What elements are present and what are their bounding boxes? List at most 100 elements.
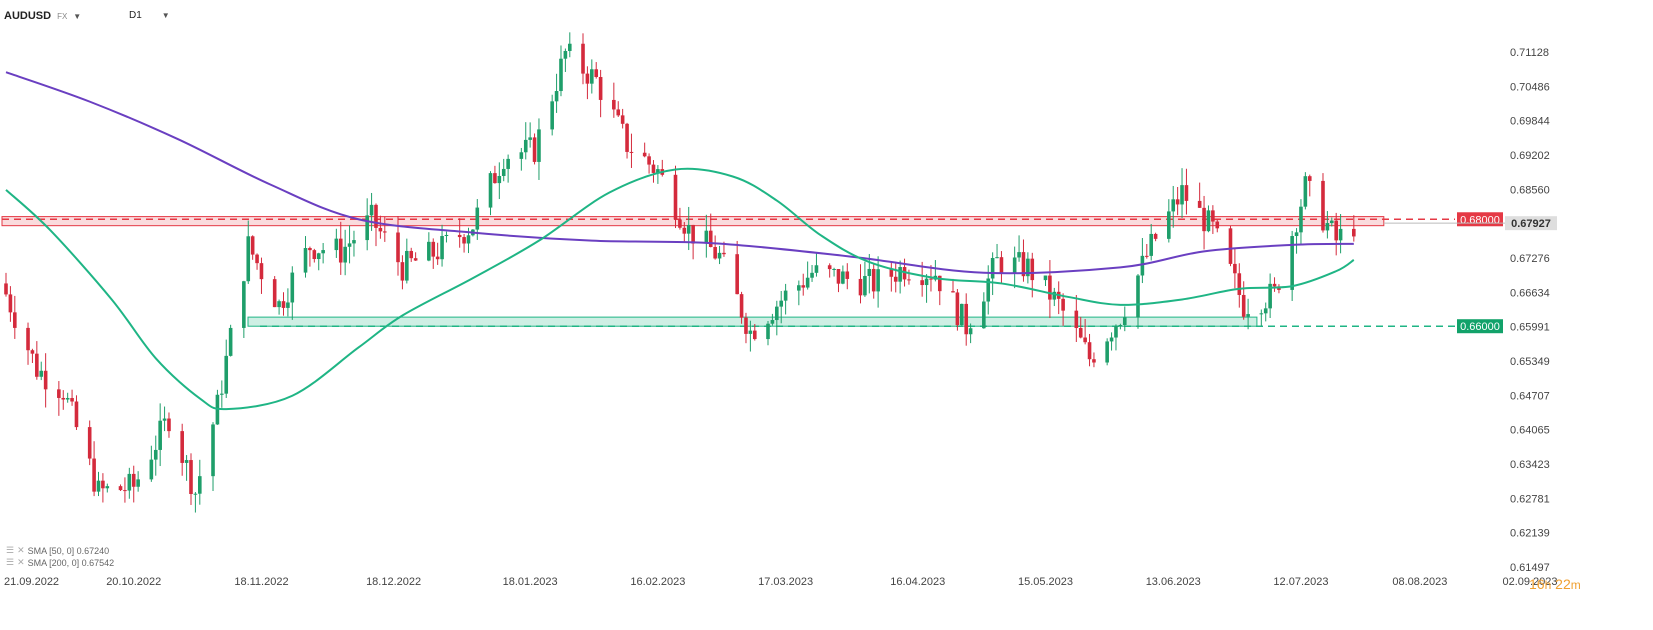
candle-body <box>1352 228 1356 237</box>
candle <box>827 263 832 278</box>
candle-body <box>722 252 726 255</box>
timeframe-selector[interactable]: D1 ▼ <box>129 10 170 21</box>
chevron-down-icon: ▼ <box>73 11 82 21</box>
levels-layer <box>1 216 1455 327</box>
candle-body <box>431 241 436 257</box>
candle <box>1012 246 1017 289</box>
candle <box>1083 318 1087 345</box>
candle <box>316 252 321 271</box>
close-icon[interactable]: ✕ <box>17 557 25 567</box>
candle <box>1206 205 1211 233</box>
time-tick-label: 16.04.2023 <box>890 576 945 588</box>
candle <box>1136 274 1140 329</box>
candle <box>1334 212 1338 256</box>
candles-layer <box>4 32 1356 513</box>
sma200-line <box>5 71 1354 275</box>
candle-body <box>814 265 819 273</box>
candle-body <box>1299 206 1303 233</box>
candle-body <box>1259 313 1264 315</box>
candle-body <box>1149 233 1154 256</box>
candle-body <box>158 420 162 450</box>
candle-body <box>1083 337 1087 343</box>
candle-body <box>968 328 973 335</box>
candle <box>228 324 233 357</box>
candle <box>1052 287 1057 307</box>
candle-body <box>26 327 30 351</box>
candle-body <box>211 424 215 477</box>
candle-body <box>955 292 960 326</box>
indicator-sma50[interactable]: ☰ ✕ SMA [50, 0] 0.67240 <box>6 545 109 556</box>
time-tick-label: 12.07.2023 <box>1273 576 1328 588</box>
candle-body <box>136 479 140 487</box>
indicator-sma50-label: SMA [50, 0] 0.67240 <box>27 545 110 556</box>
time-tick-label: 18.11.2022 <box>234 576 288 588</box>
candle-body <box>440 236 444 260</box>
symbol-label: AUDUSD <box>4 10 52 22</box>
countdown-hours-unit: h <box>1544 578 1552 592</box>
candle-body <box>907 279 911 281</box>
candle <box>744 312 748 344</box>
candle <box>625 122 629 159</box>
candle-body <box>713 246 717 259</box>
candle <box>585 66 590 100</box>
candle <box>215 389 220 425</box>
candle-body <box>554 91 559 102</box>
candle-body <box>228 327 233 356</box>
candle <box>1259 309 1264 326</box>
candle-body <box>316 253 321 260</box>
settings-icon[interactable]: ☰ <box>6 557 15 567</box>
candle-body <box>858 278 863 296</box>
candle <box>409 247 414 262</box>
price-tick-label: 0.62139 <box>1510 528 1550 540</box>
candle-body <box>35 353 39 377</box>
candle-body <box>656 169 660 173</box>
indicator-sma200[interactable]: ☰ ✕ SMA [200, 0] 0.67542 <box>6 557 114 568</box>
candle-body <box>255 254 259 264</box>
candle <box>836 268 841 293</box>
candle <box>1338 213 1343 254</box>
candle <box>1078 316 1083 339</box>
candle-body <box>352 240 356 244</box>
candle-body <box>1263 308 1268 314</box>
candle-body <box>871 268 876 292</box>
candle-body <box>250 236 255 255</box>
close-icon[interactable]: ✕ <box>17 545 25 555</box>
settings-icon[interactable]: ☰ <box>6 545 15 555</box>
candle <box>61 390 66 410</box>
candle-body <box>365 215 369 241</box>
candle-body <box>57 389 61 398</box>
chevron-down-icon: ▼ <box>161 11 170 20</box>
candle <box>713 235 717 260</box>
candle <box>845 263 850 290</box>
time-tick-label: 08.08.2023 <box>1392 576 1447 588</box>
candle <box>462 234 466 253</box>
candle-body <box>1303 176 1308 207</box>
candle <box>620 108 625 129</box>
countdown-minutes-unit: m <box>1570 578 1581 592</box>
candle-body <box>1167 211 1171 239</box>
candle-body <box>65 398 70 400</box>
candle <box>224 339 229 398</box>
candle <box>259 257 264 294</box>
candle-body <box>775 306 779 321</box>
candle-body <box>308 248 312 251</box>
candle-body <box>347 243 352 247</box>
candle-body <box>1202 207 1206 232</box>
time-tick-label: 02.09.2023 <box>1502 576 1557 588</box>
candle-body <box>321 250 325 254</box>
candle-body <box>748 330 753 334</box>
candle-body <box>1338 228 1343 241</box>
candle <box>506 154 510 183</box>
candle-body <box>704 230 709 244</box>
candle-body <box>537 129 541 162</box>
candle-body <box>281 301 286 308</box>
candle-body <box>1140 255 1145 276</box>
candle-body <box>39 370 44 377</box>
symbol-selector[interactable]: AUDUSD FX ▼ <box>4 10 81 22</box>
candle-body <box>374 204 378 228</box>
candle-body <box>149 459 154 480</box>
candle-body <box>1294 232 1299 237</box>
candle-body <box>180 431 184 463</box>
candle <box>1352 215 1356 242</box>
